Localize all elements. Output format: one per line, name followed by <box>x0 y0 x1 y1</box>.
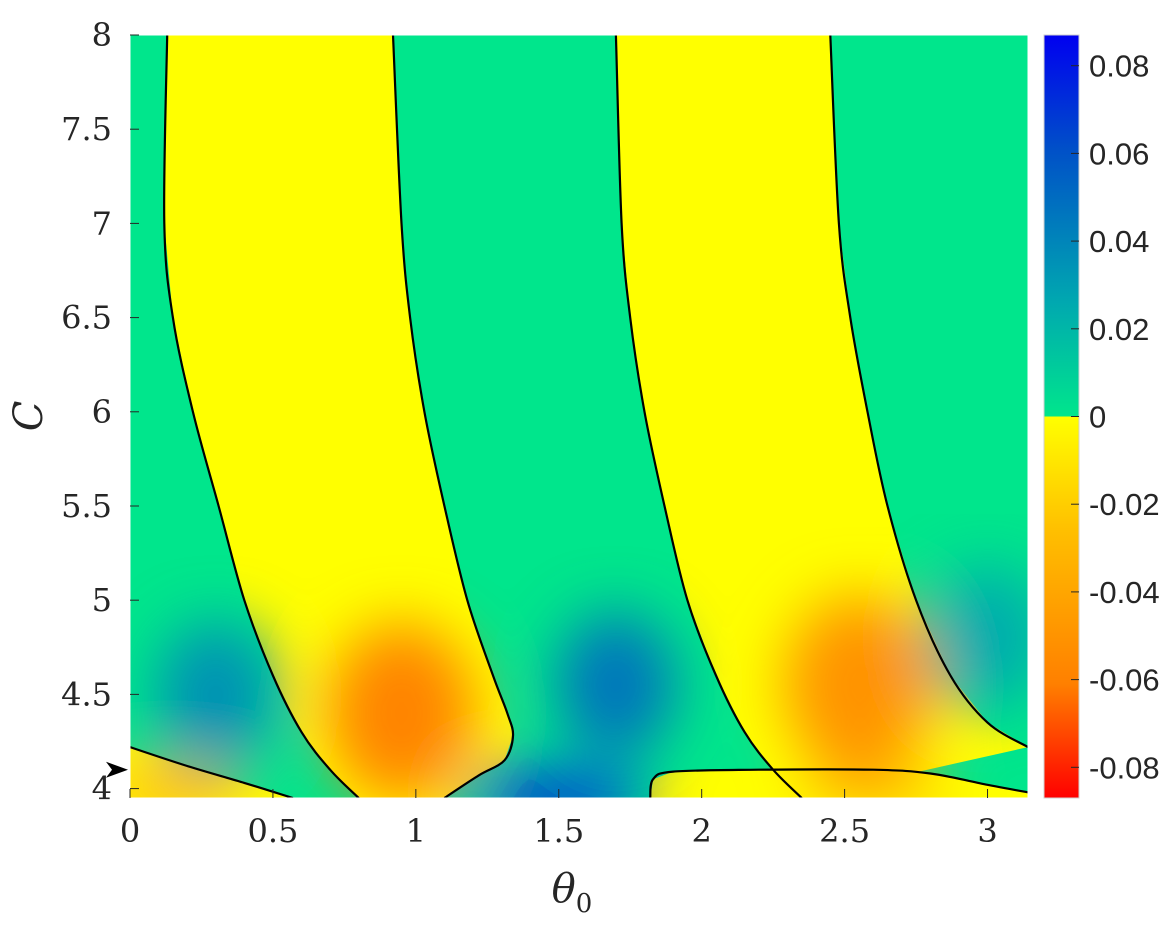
contour-2 <box>391 35 515 798</box>
negative-band-1 <box>164 35 514 798</box>
extremum-7 <box>130 770 245 798</box>
y-axis-ticks: 4 4.5 5 5.5 6 6.5 7 7.5 8 <box>61 16 139 808</box>
y-tick-label: 6 <box>92 393 112 431</box>
heatmap-plot-area <box>130 35 1028 798</box>
y-tick-label: 4.5 <box>61 675 112 713</box>
contour-6 <box>649 768 1028 798</box>
x-axis-ticks: 0 0.5 1 1.5 2 2.5 3 <box>120 789 998 850</box>
contour-1 <box>163 35 360 798</box>
colorbar-tick-label: 0.06 <box>1089 136 1149 171</box>
extremum-4 <box>927 565 1028 710</box>
y-tick-label: 4 <box>92 770 112 808</box>
extremum-1 <box>468 773 649 798</box>
colorbar-tick-label: -0.02 <box>1089 487 1160 522</box>
contour-5 <box>130 746 294 798</box>
y-tick-label: 7 <box>92 204 112 242</box>
plot-frame <box>129 34 1029 799</box>
y-tick-label: 6.5 <box>61 299 112 337</box>
extremum-2 <box>555 612 676 757</box>
extremum-6 <box>783 594 934 775</box>
extremum-shading <box>130 565 1028 798</box>
y-axis-label: C <box>6 401 52 432</box>
y-tick-label: 5.5 <box>61 487 112 525</box>
colorbar: 0.08 0.06 0.04 0.02 0 -0.02 -0.04 -0.06 -0.08 <box>1043 34 1160 799</box>
x-tick-label: 1 <box>406 812 426 850</box>
colorbar-ticks: 0.08 0.06 0.04 0.02 0 -0.02 -0.04 -0.06 -0.08 <box>1071 49 1160 785</box>
contour-3 <box>614 35 803 798</box>
x-tick-label: 0.5 <box>247 812 298 850</box>
colorbar-tick-label: -0.04 <box>1089 575 1160 610</box>
extremum-5 <box>326 623 477 798</box>
colorbar-tick-label: -0.08 <box>1089 750 1160 785</box>
x-tick-label: 3 <box>977 812 997 850</box>
x-tick-label: 1.5 <box>533 812 584 850</box>
colorbar-tick-label: 0.02 <box>1089 312 1149 347</box>
y-tick-label: 5 <box>92 581 112 619</box>
extremum-3 <box>155 622 276 767</box>
y-tick-label: 8 <box>92 16 112 54</box>
colorbar-tick-label: 0 <box>1089 400 1106 435</box>
x-tick-label: 0 <box>120 812 140 850</box>
colorbar-tick-label: -0.06 <box>1089 663 1160 698</box>
zero-contour-lines <box>130 35 1028 798</box>
arrow-marker <box>106 761 128 778</box>
negative-band-2 <box>615 35 1028 798</box>
colorbar-tick-label: 0.04 <box>1089 224 1149 259</box>
colorbar-tick-label: 0.08 <box>1089 49 1149 84</box>
x-axis-label: θ0 <box>552 866 593 919</box>
extremum-8 <box>801 768 946 798</box>
x-tick-label: 2.5 <box>819 812 870 850</box>
contour-4 <box>829 35 1028 749</box>
y-tick-label: 7.5 <box>61 110 112 148</box>
x-tick-label: 2 <box>692 812 712 850</box>
